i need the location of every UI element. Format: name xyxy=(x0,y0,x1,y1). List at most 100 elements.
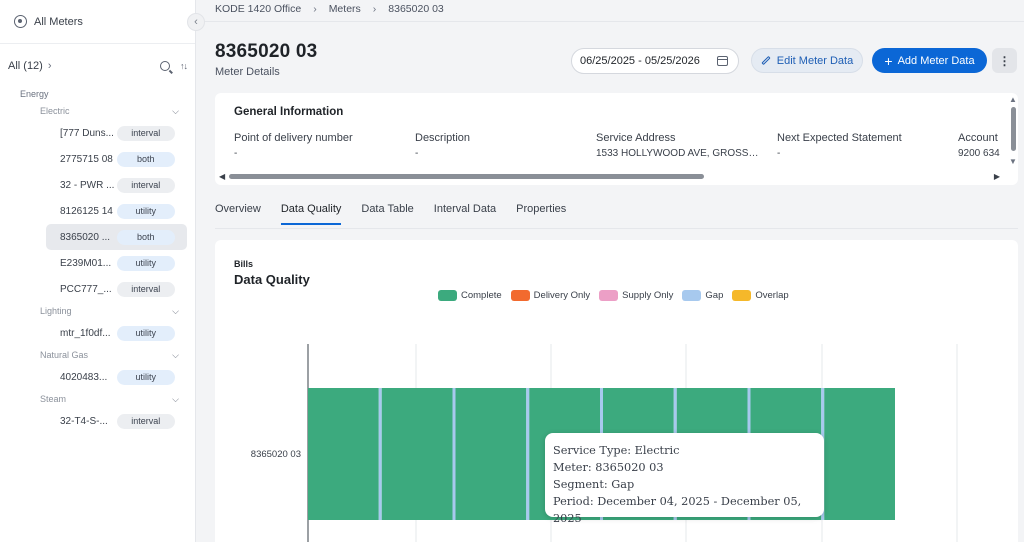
complete-segment-bar xyxy=(824,388,895,520)
meter-tabs: Overview Data Quality Data Table Interval D… xyxy=(215,203,586,225)
meter-list-item[interactable]: E239M01... utility xyxy=(46,250,187,276)
horizontal-scrollbar[interactable]: ◀ ▶ xyxy=(215,171,1008,181)
scroll-up-icon[interactable]: ▲ xyxy=(1009,95,1017,104)
tree-subgroup[interactable]: Electric ⌵ xyxy=(0,102,195,120)
meter-list-item[interactable]: 8126125 14 utility xyxy=(46,198,187,224)
meter-list-item[interactable]: 8365020 ... both xyxy=(46,224,187,250)
pencil-icon xyxy=(761,55,771,66)
meter-list-item[interactable]: [777 Duns... interval xyxy=(46,120,187,146)
chevron-down-icon[interactable]: ⌵ xyxy=(172,305,179,316)
meter-name: 8365020 ... xyxy=(60,231,111,243)
meter-type-badge: interval xyxy=(116,413,175,429)
field-value: 9200 634 xyxy=(958,148,1000,159)
more-options-button[interactable]: ⋮ xyxy=(992,48,1017,73)
meter-list-item[interactable]: 2775715 08 both xyxy=(46,146,187,172)
chart-title: Data Quality xyxy=(234,272,310,287)
tab-properties[interactable]: Properties xyxy=(516,203,567,215)
sidebar-collapse-button[interactable]: ‹ xyxy=(187,13,205,31)
field-account: Account 9200 634 xyxy=(958,132,1018,159)
field-service-address: Service Address 1533 HOLLYWOOD AVE, GROS… xyxy=(596,132,777,159)
meter-list-item[interactable]: 32 - PWR ... interval xyxy=(46,172,187,198)
breadcrumb-item-meters[interactable]: Meters xyxy=(328,3,361,15)
tree-subgroup-label: Electric xyxy=(40,106,70,116)
meter-type-badge: interval xyxy=(116,125,175,141)
page-subtitle: Meter Details xyxy=(215,66,280,78)
sort-icon[interactable]: ↑↓ xyxy=(180,61,188,71)
scroll-right-icon[interactable]: ▶ xyxy=(993,172,1000,181)
tooltip-service-type: Service Type: Electric xyxy=(553,444,680,457)
legend-item[interactable]: Overlap xyxy=(732,290,789,301)
horizontal-scroll-thumb[interactable] xyxy=(229,174,704,179)
legend-swatch xyxy=(438,290,457,301)
legend-label: Overlap xyxy=(755,290,789,301)
field-label: Account xyxy=(958,132,998,144)
legend-swatch xyxy=(510,290,530,301)
meter-list-item[interactable]: 32-T4-S-... interval xyxy=(46,408,187,434)
sidebar-header[interactable]: All Meters xyxy=(0,0,195,44)
category-label: 8365020 03 xyxy=(251,449,301,460)
tab-data-table[interactable]: Data Table xyxy=(361,203,414,215)
page-title: 8365020 03 xyxy=(215,41,318,62)
calendar-icon[interactable] xyxy=(717,56,728,66)
general-information-card: General Information Point of delivery nu… xyxy=(215,93,1018,185)
meter-type-badge: interval xyxy=(116,281,175,297)
chevron-down-icon[interactable]: ⌵ xyxy=(172,393,179,404)
tooltip-segment: Segment: Gap xyxy=(553,478,635,491)
legend-item[interactable]: Delivery Only xyxy=(510,290,590,301)
scroll-left-icon[interactable]: ◀ xyxy=(219,172,226,181)
field-value: - xyxy=(777,148,781,159)
tree-subgroup[interactable]: Lighting ⌵ xyxy=(0,302,195,320)
meter-name: mtr_1f0df... xyxy=(60,327,111,339)
data-quality-card: Bills Data Quality Complete Delivery Only… xyxy=(215,240,1018,542)
chart-tooltip: Service Type: Electric Meter: 8365020 03… xyxy=(545,433,824,525)
chevron-down-icon[interactable]: ⌵ xyxy=(172,349,179,360)
tree-subgroup-label: Natural Gas xyxy=(40,350,89,360)
tree-subgroup[interactable]: Natural Gas ⌵ xyxy=(0,346,195,364)
add-meter-data-button[interactable]: + Add Meter Data xyxy=(872,48,987,73)
vertical-scroll-thumb[interactable] xyxy=(1011,107,1016,151)
tab-interval-data[interactable]: Interval Data xyxy=(433,203,497,215)
meter-type-badge: both xyxy=(116,229,175,245)
meter-name: [777 Duns... xyxy=(60,127,114,139)
tree-subgroup[interactable]: Steam ⌵ xyxy=(0,390,195,408)
meter-list-item[interactable]: mtr_1f0df... utility xyxy=(46,320,187,346)
legend-item[interactable]: Gap xyxy=(682,290,723,301)
edit-meter-data-label: Edit Meter Data xyxy=(776,54,854,67)
field-value: 1533 HOLLYWOOD AVE, GROSSE POINTE xyxy=(596,148,777,159)
field-point-of-delivery: Point of delivery number - xyxy=(234,132,415,159)
date-range-picker[interactable]: 06/25/2025 - 05/25/2026 xyxy=(571,48,739,74)
date-range-value[interactable]: 06/25/2025 - 05/25/2026 xyxy=(580,55,700,67)
breadcrumb-item-site[interactable]: KODE 1420 Office xyxy=(215,3,302,15)
main-panel: KODE 1420 Office › Meters › 8365020 03 8… xyxy=(196,0,1024,542)
header-divider xyxy=(196,21,1024,22)
legend-swatch xyxy=(599,290,619,301)
chevron-down-icon[interactable]: ⌵ xyxy=(172,105,179,116)
legend-item[interactable]: Complete xyxy=(438,290,502,301)
tab-overview[interactable]: Overview xyxy=(215,203,261,215)
general-information-title: General Information xyxy=(234,106,344,118)
plus-icon: + xyxy=(884,52,893,69)
gap-segment-bar xyxy=(452,388,456,520)
chevron-right-icon[interactable]: › xyxy=(47,60,52,72)
field-value: - xyxy=(415,148,419,159)
complete-segment-bar xyxy=(381,388,453,520)
tree-subgroup-label: Lighting xyxy=(40,306,72,316)
field-description: Description - xyxy=(415,132,596,159)
breadcrumb-item-current: 8365020 03 xyxy=(388,3,444,15)
legend-item[interactable]: Supply Only xyxy=(599,290,673,301)
field-value: - xyxy=(234,148,238,159)
meter-name: 4020483... xyxy=(60,371,108,383)
breadcrumb: KODE 1420 Office › Meters › 8365020 03 xyxy=(215,2,444,16)
legend-label: Supply Only xyxy=(622,290,674,301)
meter-list-item[interactable]: PCC777_... interval xyxy=(46,276,187,302)
search-icon[interactable] xyxy=(160,61,170,71)
tab-data-quality[interactable]: Data Quality xyxy=(280,203,342,225)
vertical-scrollbar[interactable]: ▲ ▼ xyxy=(1008,93,1018,185)
tree-group-label: Energy xyxy=(20,89,49,99)
meter-list-item[interactable]: 4020483... utility xyxy=(46,364,187,390)
meter-type-badge: interval xyxy=(116,177,175,193)
edit-meter-data-button[interactable]: Edit Meter Data xyxy=(751,48,863,73)
complete-segment-bar xyxy=(308,388,379,520)
meter-filter-dropdown[interactable]: All (12) xyxy=(8,60,43,72)
scroll-down-icon[interactable]: ▼ xyxy=(1009,157,1017,166)
